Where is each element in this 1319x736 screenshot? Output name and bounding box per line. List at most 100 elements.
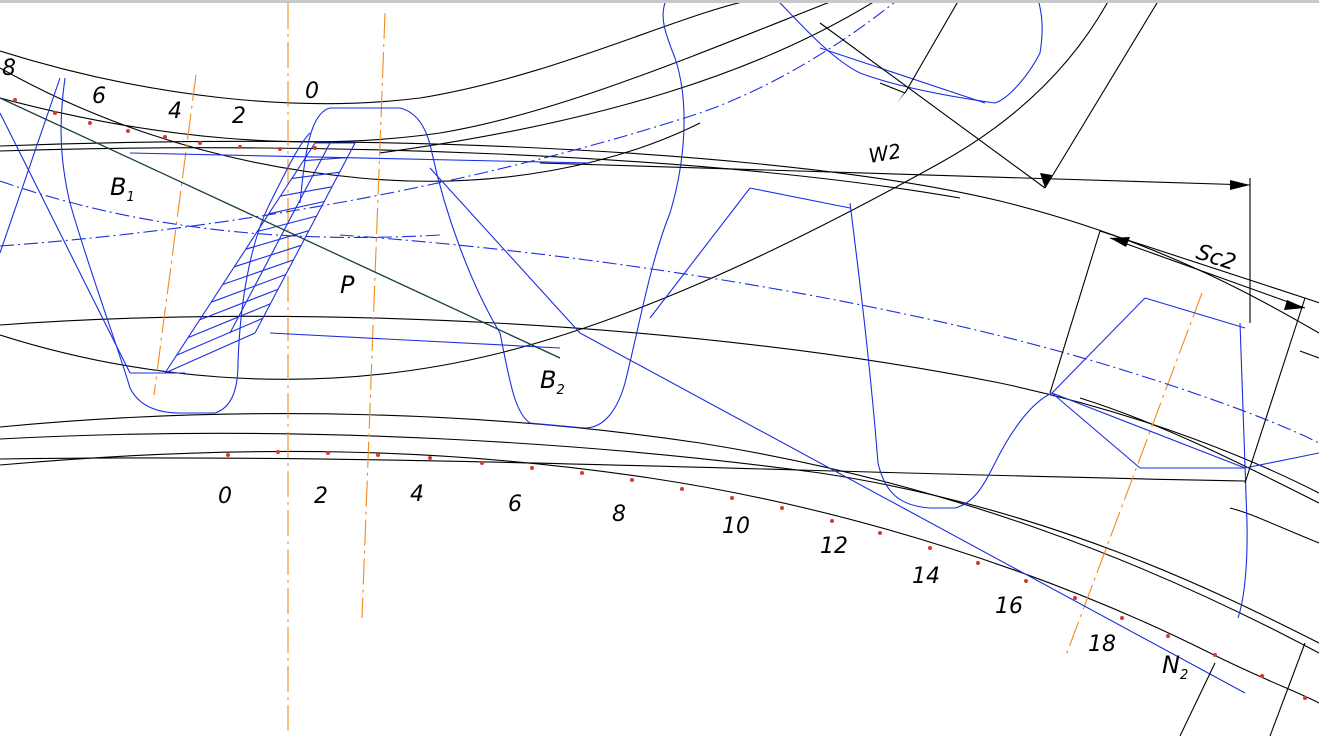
hatch-line	[176, 317, 263, 356]
scale-point	[276, 450, 280, 454]
lower-root-2	[0, 432, 1319, 644]
line-c6	[579, 332, 1246, 694]
axis-line-2	[361, 12, 386, 619]
scale-points	[13, 98, 1307, 700]
dim-line-10	[1269, 642, 1306, 736]
dim-line-9	[1179, 662, 1216, 736]
tooth-mesh-upper	[299, 3, 685, 429]
upper-circle-outer	[0, 3, 741, 105]
hatch-line	[222, 259, 294, 286]
bottom-scale-label: 18	[1088, 632, 1116, 657]
line-c10	[1051, 392, 1141, 469]
line-c5	[749, 187, 851, 209]
hatch-line	[291, 171, 340, 179]
tooth-profiles	[0, 3, 1319, 694]
lower-root-1	[0, 413, 1319, 654]
scale-point	[326, 451, 330, 455]
lower-pitch-circle	[0, 450, 1319, 704]
arrow-up-1	[897, 85, 910, 103]
line-c13	[819, 47, 986, 104]
hatch-right-edge	[254, 142, 356, 334]
top-scale-label: 4	[168, 99, 182, 124]
scale-point	[1166, 634, 1170, 638]
tooth-left-flank	[0, 112, 131, 374]
line-c7	[1051, 392, 1246, 469]
bottom-scale-label: 12	[820, 534, 848, 559]
tooth-top-right	[779, 3, 1043, 104]
hatch-left-edge	[164, 142, 316, 374]
bottom-scale-label: 6	[508, 492, 522, 517]
bottom-scale-label: 16	[995, 594, 1023, 619]
scale-point	[88, 121, 92, 125]
scale-point	[976, 561, 980, 565]
scale-point	[830, 519, 834, 523]
scale-point	[1120, 616, 1124, 620]
hatch-lines	[164, 142, 355, 374]
w2-arrow-head	[1230, 180, 1250, 190]
hatch-line	[245, 230, 309, 250]
dim-line-11	[1299, 350, 1319, 359]
gear-mesh-drawing: 8 6 4 2 0 0 2 4 6 8 10 12 14 16 18 B1 P …	[0, 3, 1319, 736]
label-b1: B1	[110, 173, 135, 205]
scale-bottom: 0 2 4 6 8 10 12 14 16 18	[218, 482, 1116, 657]
scale-point	[278, 147, 282, 151]
scale-point	[1213, 653, 1217, 657]
line-c2	[269, 332, 561, 349]
line-c3	[429, 167, 581, 334]
hatched-zone	[164, 142, 356, 374]
line-c1	[129, 152, 591, 164]
lower-circle-a	[0, 147, 961, 199]
top-scale-label: 2	[232, 104, 246, 129]
top-scale-label: 0	[305, 79, 319, 104]
scale-point	[680, 487, 684, 491]
scale-point	[1260, 674, 1264, 678]
scale-point	[580, 471, 584, 475]
sc2-arrow-left	[1110, 237, 1130, 247]
right-outline	[1079, 397, 1319, 504]
lower-tip-line	[0, 140, 1319, 334]
line-c8	[1051, 297, 1146, 394]
sc2-dimension-line	[1109, 237, 1306, 309]
line-of-action	[0, 97, 561, 359]
bottom-scale-label: 2	[314, 484, 328, 509]
bottom-scale-label: 14	[912, 564, 940, 589]
line-generating	[0, 77, 61, 254]
upper-circle-4	[0, 67, 701, 182]
scale-point	[198, 141, 202, 145]
top-scale-label: 8	[2, 56, 16, 81]
bottom-scale-label: 8	[612, 502, 626, 527]
scale-point	[1073, 596, 1077, 600]
scale-point	[313, 146, 317, 150]
scale-point	[1303, 696, 1307, 700]
scale-top: 8 6 4 2 0	[2, 56, 319, 129]
line-c4	[649, 187, 751, 319]
axis-line-4	[1064, 292, 1203, 659]
scale-point	[376, 453, 380, 457]
dim-line-7	[1244, 297, 1306, 484]
pitch-line-upper	[0, 3, 895, 247]
base-line	[0, 457, 1246, 482]
scale-point	[1024, 579, 1028, 583]
dimension-arrows	[539, 85, 1306, 310]
label-b2: B2	[540, 366, 565, 398]
scale-point	[780, 506, 784, 510]
hatch-line	[211, 273, 286, 303]
hatch-line	[187, 303, 271, 339]
hatch-line	[303, 157, 348, 162]
tooth-left	[60, 77, 311, 414]
scale-point	[530, 466, 534, 470]
right-outline-2	[1229, 507, 1319, 544]
top-scale-label: 6	[92, 84, 106, 109]
scale-point	[480, 461, 484, 465]
bottom-scale-label: 10	[722, 514, 750, 539]
pitch-lines	[0, 3, 1319, 444]
arrow-up-2	[1040, 173, 1052, 188]
gear-circles	[0, 3, 1319, 704]
dim-line-2	[1044, 3, 1158, 189]
lower-circle-b	[0, 315, 1319, 494]
scale-point	[630, 478, 634, 482]
dim-line-1	[819, 22, 1046, 189]
scale-point	[53, 111, 57, 115]
upper-circle-3	[379, 3, 873, 154]
hatch-line	[234, 244, 302, 268]
